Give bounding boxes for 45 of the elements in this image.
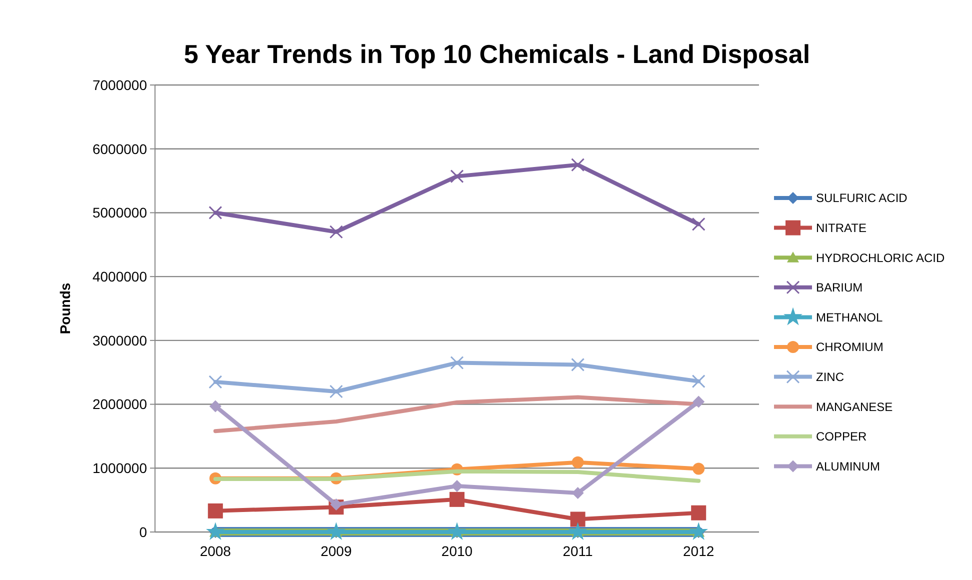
point [451, 480, 463, 492]
x-tick-label: 2010 [441, 543, 473, 559]
point [571, 358, 585, 372]
point [450, 356, 464, 370]
legend-label: ZINC [816, 370, 844, 384]
y-tick-label: 4000000 [92, 268, 148, 284]
point [692, 374, 706, 388]
y-tick-label: 0 [139, 524, 148, 540]
point [692, 462, 705, 475]
y-tick-label: 2000000 [92, 396, 148, 412]
legend-label: SULFURIC ACID [816, 191, 908, 206]
point [691, 505, 706, 520]
y-tick-label: 3000000 [92, 332, 148, 348]
y-tick-label: 6000000 [92, 140, 148, 157]
point [572, 456, 584, 468]
x-tick-label: 2011 [562, 543, 594, 559]
legend-label: METHANOL [816, 310, 883, 324]
point [330, 498, 342, 511]
legend-label: ALUMINUM [816, 459, 880, 474]
y-tick-label: 1000000 [92, 460, 148, 476]
point [209, 400, 222, 412]
y-tick-label: 5000000 [92, 204, 148, 221]
legend-label: COPPER [816, 430, 868, 444]
point [450, 170, 464, 184]
x-tick-label: 2008 [200, 543, 232, 559]
chart-title: 5 Year Trends in Top 10 Chemicals - Land Disposal [184, 39, 810, 69]
legend-label: NITRATE [816, 221, 866, 235]
point [450, 492, 464, 507]
point [570, 512, 586, 527]
y-axis-title: Pounds [57, 282, 73, 334]
point [208, 375, 222, 389]
x-tick-label: 2009 [320, 543, 352, 559]
point [329, 384, 343, 398]
point [571, 158, 585, 172]
point [208, 503, 223, 518]
legend-label: BARIUM [816, 280, 863, 295]
point [692, 217, 706, 231]
y-tick-label: 7000000 [92, 76, 148, 93]
x-tick-label: 2012 [683, 543, 714, 559]
legend-label: MANGANESE [816, 400, 893, 414]
point [329, 225, 343, 239]
legend-label: CHROMIUM [816, 340, 884, 354]
point [692, 396, 705, 408]
legend-label: HYDROCHLORIC ACID [816, 250, 946, 265]
point [208, 206, 222, 220]
